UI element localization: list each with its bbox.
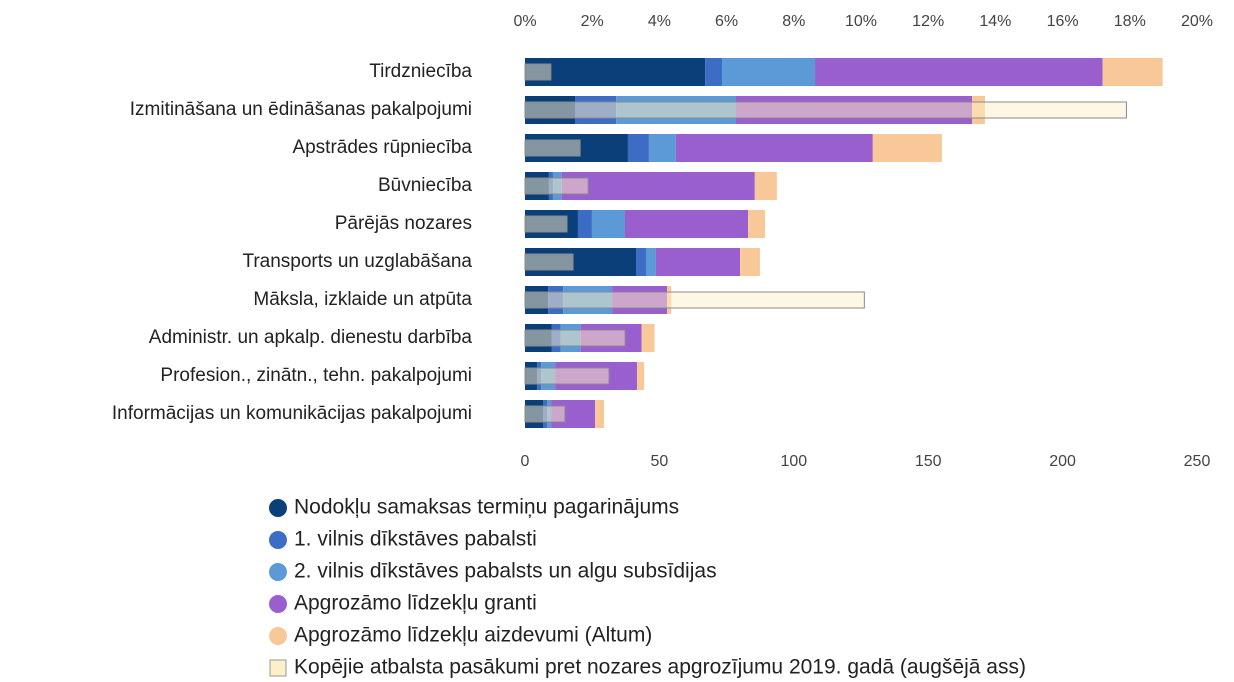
bar-segment (815, 58, 1103, 86)
x2-tick-label: 2% (581, 13, 604, 30)
x-tick-label: 50 (651, 453, 669, 470)
overlay-bar (524, 329, 626, 347)
bar-segment (1102, 58, 1163, 86)
category-label: Pārējās nozares (335, 213, 472, 234)
overlay-bar (524, 139, 581, 157)
legend-label: Apgrozāmo līdzekļu aizdevumi (Altum) (294, 624, 652, 647)
bar-segment (637, 362, 645, 390)
x2-tick-label: 14% (979, 13, 1011, 30)
bar-segment (577, 210, 592, 238)
legend-label: 1. vilnis dīkstāves pabalsti (294, 528, 537, 551)
category-label: Profesion., zinātn., tehn. pakalpojumi (160, 365, 472, 386)
category-label: Būvniecība (378, 175, 472, 196)
overlay-bar (524, 63, 552, 81)
overlay-bar (524, 253, 574, 271)
bar-segment (655, 248, 741, 276)
bar-segment (624, 210, 749, 238)
legend-label: Kopējie atbalsta pasākumi pret nozares a… (294, 656, 1026, 679)
category-label: Izmitināšana un ēdināšanas pakalpojumi (130, 99, 472, 120)
bar-segment (645, 248, 656, 276)
category-label: Informācijas un komunikācijas pakalpojum… (112, 403, 472, 424)
overlay-bar (524, 101, 1127, 119)
bar-segment (648, 134, 676, 162)
bar-segment (595, 400, 605, 428)
x-tick-label: 150 (915, 453, 942, 470)
overlay-bar (524, 177, 589, 195)
overlay-bar (524, 367, 610, 385)
bar-segment (627, 134, 649, 162)
category-label: Transports un uzglabāšana (242, 251, 472, 272)
x-tick-label: 250 (1184, 453, 1211, 470)
x2-tick-label: 4% (648, 13, 671, 30)
legend-swatch (269, 563, 287, 581)
bar-segment (740, 248, 760, 276)
legend-swatch (269, 627, 287, 645)
category-label: Apstrādes rūpniecība (292, 137, 472, 158)
overlay-bar (524, 215, 568, 233)
bar-segment (525, 58, 706, 86)
x2-tick-label: 18% (1114, 13, 1146, 30)
legend-label: Nodokļu samaksas termiņu pagarinājums (294, 496, 679, 519)
legend-swatch (269, 659, 287, 677)
legend-swatch (269, 531, 287, 549)
x2-tick-label: 10% (845, 13, 877, 30)
x2-tick-label: 12% (912, 13, 944, 30)
category-label: Māksla, izklaide un atpūta (253, 289, 472, 310)
bar-segment (561, 172, 755, 200)
bar-segment (636, 248, 646, 276)
bar-segment (675, 134, 873, 162)
bar-segment (591, 210, 625, 238)
bar-segment (705, 58, 723, 86)
bar-segment (641, 324, 655, 352)
x2-tick-label: 20% (1181, 13, 1213, 30)
x2-tick-label: 16% (1047, 13, 1079, 30)
legend-swatch (269, 595, 287, 613)
x-tick-label: 0 (521, 453, 530, 470)
overlay-bar (524, 405, 566, 423)
x-tick-label: 100 (780, 453, 807, 470)
bar-segment (872, 134, 942, 162)
bar-segment (722, 58, 816, 86)
bar-segment (754, 172, 777, 200)
legend-swatch (269, 499, 287, 517)
category-label: Administr. un apkalp. dienestu darbība (149, 327, 473, 348)
x2-tick-label: 6% (715, 13, 738, 30)
legend-label: 2. vilnis dīkstāves pabalsts un algu sub… (294, 560, 717, 583)
category-label: Tirdzniecība (369, 61, 472, 82)
x-tick-label: 200 (1049, 453, 1076, 470)
overlay-bar (524, 291, 865, 309)
x2-tick-label: 8% (782, 13, 805, 30)
bar-segment (748, 210, 766, 238)
legend-label: Apgrozāmo līdzekļu granti (294, 592, 537, 615)
x2-tick-label: 0% (513, 13, 536, 30)
